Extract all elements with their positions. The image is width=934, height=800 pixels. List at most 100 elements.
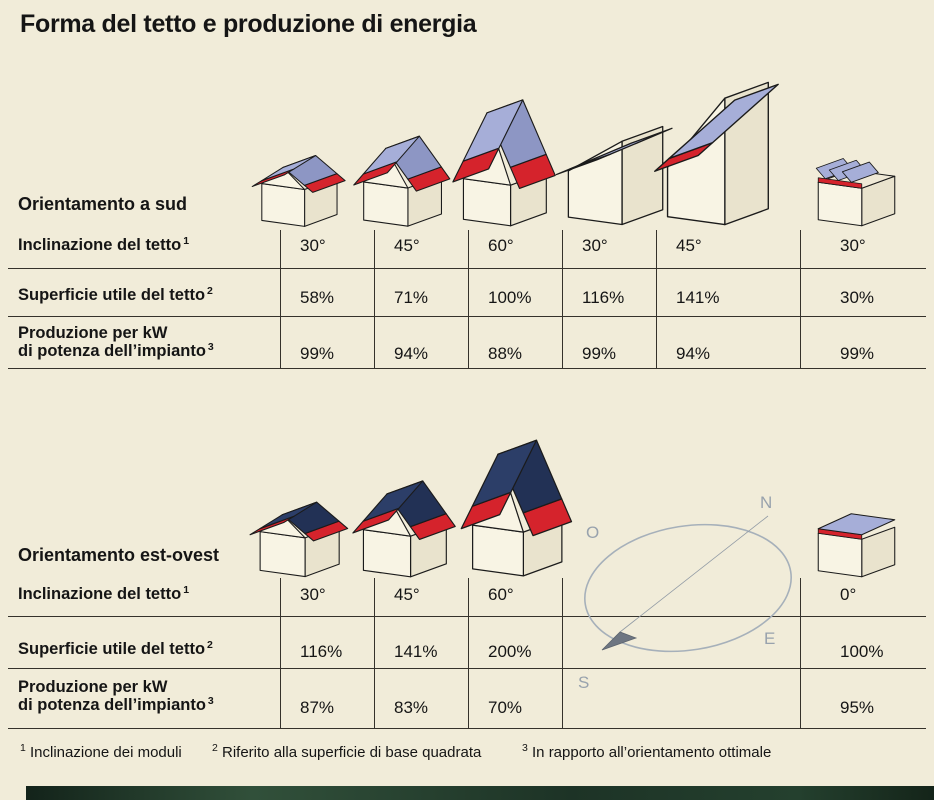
row-label-produzione-line2: di potenza dell’impianto 3 xyxy=(18,340,214,361)
house-drawing xyxy=(352,479,456,577)
inclinazione-value: 30° xyxy=(300,585,326,604)
table-rule xyxy=(8,316,926,318)
column-divider xyxy=(800,230,802,368)
superficie-value: 200% xyxy=(488,642,532,661)
footnote-1-text: Inclinazione dei moduli xyxy=(25,744,182,761)
compass-icon: N O E S xyxy=(562,482,814,694)
row-label-superficie-footnote-marker: 2 xyxy=(207,638,213,651)
footnote-1: 1 Inclinazione dei moduli xyxy=(18,742,182,761)
compass-west-label: O xyxy=(586,523,599,542)
superficie-value: 100% xyxy=(840,642,884,661)
house-flat-panel-0deg-icon xyxy=(792,432,912,582)
row-label-produzione-line1: Produzione per kW xyxy=(18,678,167,697)
footnote-2-text: Riferito alla superficie di base quadrat… xyxy=(217,744,482,761)
house-gable-ew-60deg-icon xyxy=(442,407,582,582)
house-gable-60deg-icon xyxy=(435,69,565,232)
produzione-value: 83% xyxy=(394,698,429,717)
column-divider xyxy=(280,578,282,728)
compass-drawing: N O E S xyxy=(578,493,792,692)
house-drawing xyxy=(249,501,349,578)
column-divider xyxy=(374,578,376,728)
inclinazione-value: 45° xyxy=(394,236,420,255)
row-label-inclinazione-footnote-marker: 1 xyxy=(183,234,190,247)
house-gable-ew-30deg-icon xyxy=(233,427,357,582)
produzione-value: 70% xyxy=(488,698,523,717)
row-label-produzione-line2-footnote-marker: 3 xyxy=(207,694,214,707)
row-label-superficie: Superficie utile del tetto 2 xyxy=(18,638,213,659)
footnote-2: 2 Riferito alla superficie di base quadr… xyxy=(210,742,482,761)
footnote-1-marker: 1 xyxy=(20,742,26,754)
inclinazione-value: 45° xyxy=(676,236,702,255)
superficie-value: 116% xyxy=(582,288,625,307)
column-divider xyxy=(800,578,802,728)
superficie-value: 141% xyxy=(676,288,720,307)
column-divider xyxy=(656,230,658,368)
row-label-superficie-text: Superficie utile del tetto xyxy=(18,640,206,658)
compass-east-label: E xyxy=(764,629,775,648)
row-label-inclinazione-footnote-marker: 1 xyxy=(183,583,190,596)
house-shed-45deg-icon xyxy=(633,34,791,232)
superficie-value: 58% xyxy=(300,288,335,307)
house-drawing xyxy=(460,439,573,577)
column-divider xyxy=(374,230,376,368)
row-label-produzione-line1-text: Produzione per kW xyxy=(18,678,168,696)
scan-edge-band xyxy=(26,786,934,800)
house-drawing xyxy=(815,158,896,227)
superficie-value: 100% xyxy=(488,288,532,307)
produzione-value: 88% xyxy=(488,344,523,363)
inclinazione-value: 45° xyxy=(394,585,420,604)
produzione-value: 87% xyxy=(300,698,335,717)
section-heading-1: Orientamento est-ovest xyxy=(18,545,219,566)
produzione-value: 99% xyxy=(582,344,617,363)
table-rule xyxy=(8,728,926,730)
inclinazione-value: 60° xyxy=(488,236,514,255)
row-label-inclinazione-text: Inclinazione del tetto xyxy=(18,585,182,603)
column-divider xyxy=(562,578,564,728)
inclinazione-value: 60° xyxy=(488,585,514,604)
house-shed-30deg-icon xyxy=(536,46,684,231)
row-label-produzione-line2-text: di potenza dell’impianto xyxy=(18,342,206,360)
column-divider xyxy=(280,230,282,368)
row-label-superficie-text: Superficie utile del tetto xyxy=(18,286,206,304)
table-rule xyxy=(8,368,926,370)
row-label-produzione-line1-text: Produzione per kW xyxy=(18,324,168,342)
row-label-produzione-line1: Produzione per kW xyxy=(18,324,167,343)
row-label-superficie: Superficie utile del tetto 2 xyxy=(18,284,213,305)
house-drawing xyxy=(452,98,556,226)
house-gable-30deg-icon xyxy=(236,84,354,232)
house-drawing xyxy=(817,513,896,578)
footnote-2-marker: 2 xyxy=(212,742,218,754)
row-label-inclinazione: Inclinazione del tetto 1 xyxy=(18,234,190,255)
column-divider xyxy=(468,578,470,728)
house-flat-racks-30deg-icon xyxy=(792,81,912,231)
house-gable-45deg-icon xyxy=(337,79,459,232)
table-rule xyxy=(8,668,926,670)
house-drawing xyxy=(251,154,346,227)
superficie-value: 71% xyxy=(394,288,429,307)
superficie-value: 30% xyxy=(840,288,875,307)
superficie-value: 116% xyxy=(300,642,343,661)
footnote-3-marker: 3 xyxy=(522,742,528,754)
section-heading-0-text: Orientamento a sud xyxy=(18,194,188,214)
compass-north-label: N xyxy=(760,493,772,512)
produzione-value: 94% xyxy=(394,344,429,363)
page-title: Forma del tetto e produzione di energia xyxy=(20,10,477,38)
row-label-superficie-footnote-marker: 2 xyxy=(207,284,213,297)
produzione-value: 99% xyxy=(300,344,335,363)
inclinazione-value: 30° xyxy=(582,236,608,255)
row-label-produzione-line2-text: di potenza dell’impianto xyxy=(18,696,206,714)
row-label-inclinazione-text: Inclinazione del tetto xyxy=(18,236,182,254)
section-heading-0: Orientamento a sud xyxy=(18,194,187,215)
inclinazione-value: 0° xyxy=(840,585,857,604)
produzione-value: 95% xyxy=(840,698,875,717)
house-drawing xyxy=(654,81,779,225)
house-drawing xyxy=(353,135,451,227)
footnote-3: 3 In rapporto all’orientamento ottimale xyxy=(520,742,771,761)
compass-south-label: S xyxy=(578,673,589,692)
inclinazione-value: 30° xyxy=(840,236,866,255)
inclinazione-value: 30° xyxy=(300,236,326,255)
table-rule xyxy=(8,268,926,270)
house-gable-ew-45deg-icon xyxy=(335,420,465,583)
row-label-produzione-line2-footnote-marker: 3 xyxy=(207,340,214,353)
